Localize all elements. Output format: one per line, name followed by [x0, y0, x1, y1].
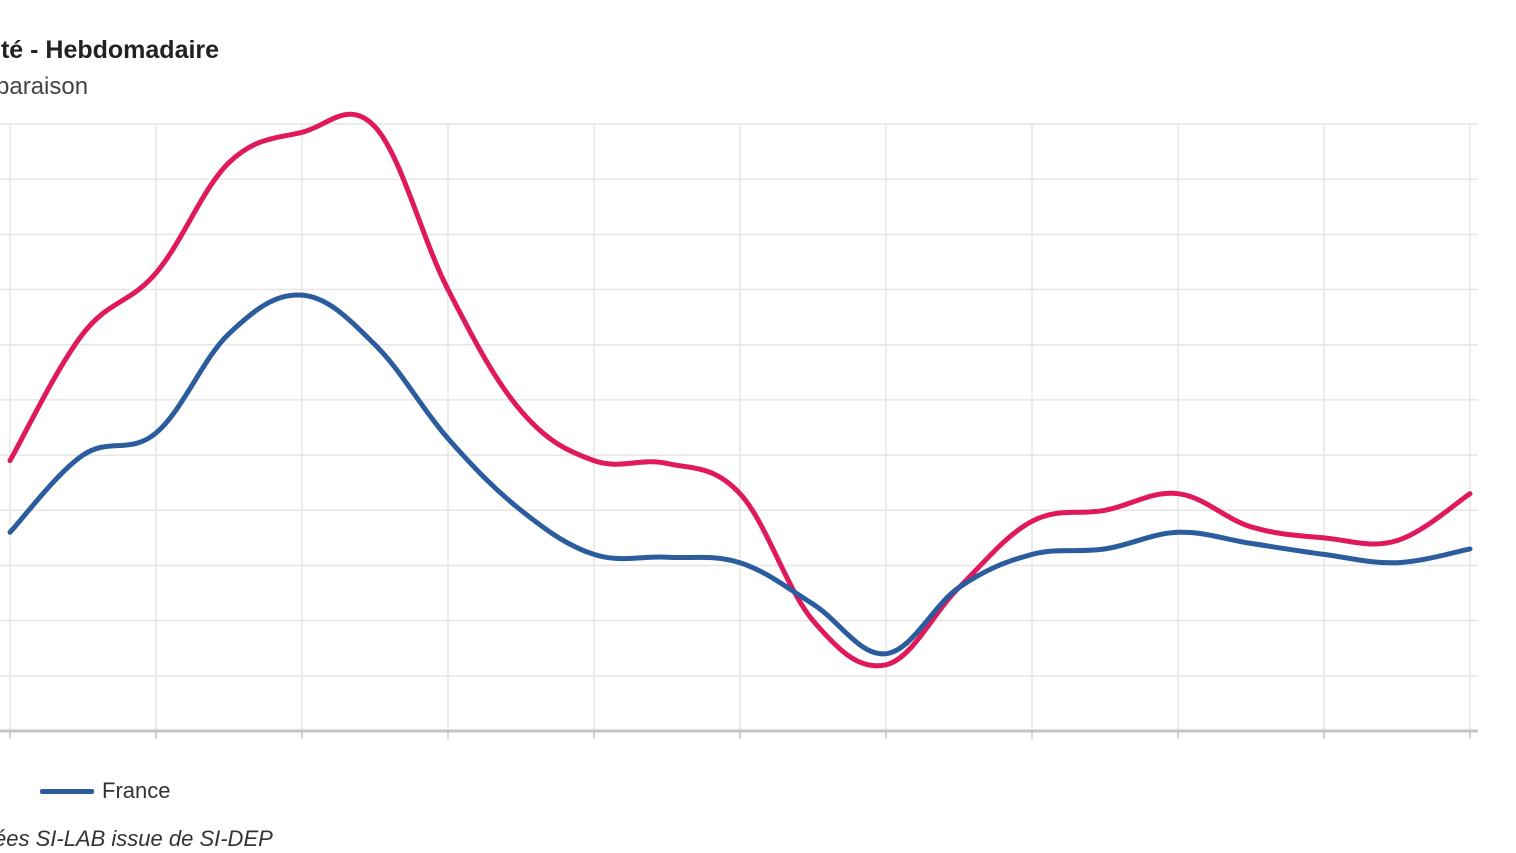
legend-label-france: France [102, 778, 171, 803]
chart-subtitle: paraison [0, 73, 89, 100]
legend-swatch-france [40, 788, 94, 794]
chart-grid [0, 123, 1478, 731]
legend: France [40, 778, 170, 804]
line-chart [0, 111, 1478, 739]
chart-title: ité - Hebdomadaire [0, 36, 220, 64]
legend-item-france[interactable]: France [40, 778, 170, 804]
x-axis [0, 729, 1478, 739]
source-note: ées SI-LAB issue de SI-DEP [0, 826, 273, 851]
series-line-2[interactable] [7, 111, 1473, 669]
series-line-france[interactable] [7, 292, 1473, 657]
series-layer [7, 111, 1473, 669]
